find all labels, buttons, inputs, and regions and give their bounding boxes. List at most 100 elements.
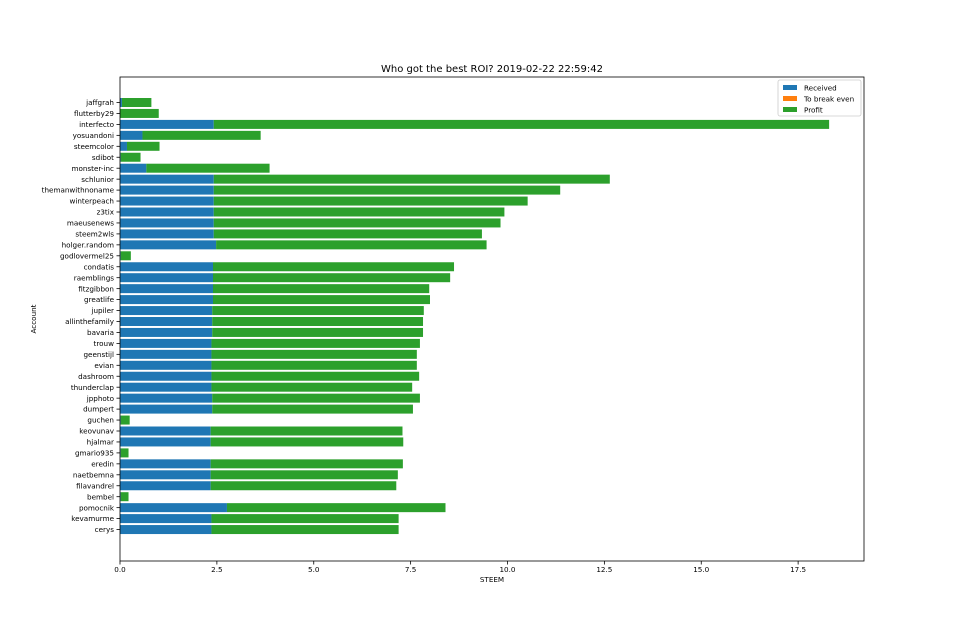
bar-profit-14 [120,251,131,261]
y-tick-label-7: schlunior [81,175,114,184]
bar-profit-8 [213,185,561,195]
bar-received-22 [120,338,212,348]
bar-profit-17 [213,284,430,294]
bar-profit-19 [212,306,424,316]
bar-profit-0 [121,98,152,107]
bar-received-31 [120,437,211,447]
bar-received-34 [120,470,211,480]
legend-swatch-received [783,85,797,90]
legend-swatch-profit [783,107,797,112]
y-tick-label-2: interfecto [79,120,114,129]
bar-profit-11 [213,218,501,228]
bar-received-0 [120,98,122,107]
bar-received-20 [120,317,213,326]
bar-received-15 [120,262,213,272]
x-tick-label-5: 12.5 [596,565,612,574]
y-tick-label-16: raemblings [74,273,114,282]
y-tick-label-8: themanwithnoname [42,186,115,195]
x-tick-label-0: 0.0 [114,565,126,574]
bar-profit-30 [210,426,403,436]
y-tick-label-33: eredin [91,459,114,468]
bar-profit-29 [120,415,130,425]
bar-received-2 [120,119,214,129]
y-tick-label-3: yosuandoni [73,131,114,140]
y-tick-label-38: kevamurme [71,514,114,523]
bar-received-37 [120,503,227,513]
bar-received-33 [120,459,211,469]
y-tick-label-12: steem2wls [75,230,114,239]
y-tick-label-11: maeusenews [67,219,114,228]
bar-received-16 [120,273,213,283]
y-tick-label-27: jpphoto [86,394,114,403]
bars-group [120,98,830,535]
x-tick-label-7: 17.5 [790,565,806,574]
bar-profit-13 [216,240,487,250]
bar-received-28 [120,404,213,414]
y-tick-label-9: winterpeach [69,197,114,206]
bar-received-19 [120,306,213,316]
y-axis-label: Account [29,304,38,333]
y-tick-label-20: allinthefamily [65,317,115,326]
y-tick-label-26: thunderclap [71,383,115,392]
bar-profit-31 [210,437,404,447]
bar-received-10 [120,207,214,217]
bar-profit-15 [213,262,455,272]
legend-swatch-to-break-even [783,96,797,101]
y-tick-label-6: monster-inc [71,164,114,173]
bar-profit-33 [210,459,403,469]
bar-profit-39 [211,525,399,535]
bar-received-21 [120,327,213,337]
bar-profit-20 [212,317,424,326]
y-tick-label-36: bembel [87,492,114,501]
bar-profit-12 [213,229,482,239]
bar-profit-1 [120,108,159,118]
bar-received-30 [120,426,211,436]
bar-received-13 [120,240,217,250]
legend-frame [777,79,862,117]
bar-profit-28 [212,404,413,414]
bar-received-25 [120,371,212,381]
legend: Received To break even Profit [777,79,862,117]
bar-profit-5 [120,152,141,162]
x-tick-label-6: 15.0 [693,565,709,574]
bar-profit-25 [211,371,420,381]
y-tick-label-22: trouw [94,339,115,348]
y-tick-label-39: cerys [95,525,115,534]
y-tick-label-29: guchen [87,416,114,425]
bar-received-39 [120,525,212,535]
bar-received-9 [120,196,214,206]
bar-profit-23 [211,349,417,359]
bar-profit-3 [142,130,261,140]
y-tick-label-35: filavandrel [76,481,114,490]
legend-label-profit: Profit [804,106,823,115]
y-tick-label-34: naetbemna [73,470,114,479]
bar-profit-27 [212,393,420,403]
bar-received-7 [120,174,214,184]
x-tick-label-3: 7.5 [405,565,416,574]
bar-profit-10 [213,207,505,217]
y-tick-label-0: jaffgrah [85,98,114,107]
y-tick-label-25: dashroom [78,372,114,381]
chart-title: Who got the best ROI? 2019-02-22 22:59:4… [381,64,603,75]
x-tick-label-4: 10.0 [499,565,515,574]
bar-profit-38 [211,514,399,524]
bar-profit-24 [211,360,417,370]
bar-received-6 [120,163,147,173]
y-tick-label-17: fitzgibbon [78,284,114,293]
bar-received-3 [120,130,143,140]
x-tick-label-2: 5.0 [308,565,320,574]
bar-profit-16 [213,273,451,283]
bar-received-35 [120,481,211,491]
legend-label-to-break-even: To break even [803,95,854,104]
plot-frame [119,76,865,562]
bar-received-18 [120,295,213,305]
y-tick-label-4: steemcolor [74,142,114,151]
y-tick-label-28: dumpert [83,405,114,414]
y-tick-label-13: holger.random [62,240,114,249]
bar-profit-7 [213,174,610,184]
bar-profit-9 [213,196,528,206]
bar-received-11 [120,218,214,228]
y-tick-label-21: bavaria [87,328,114,337]
